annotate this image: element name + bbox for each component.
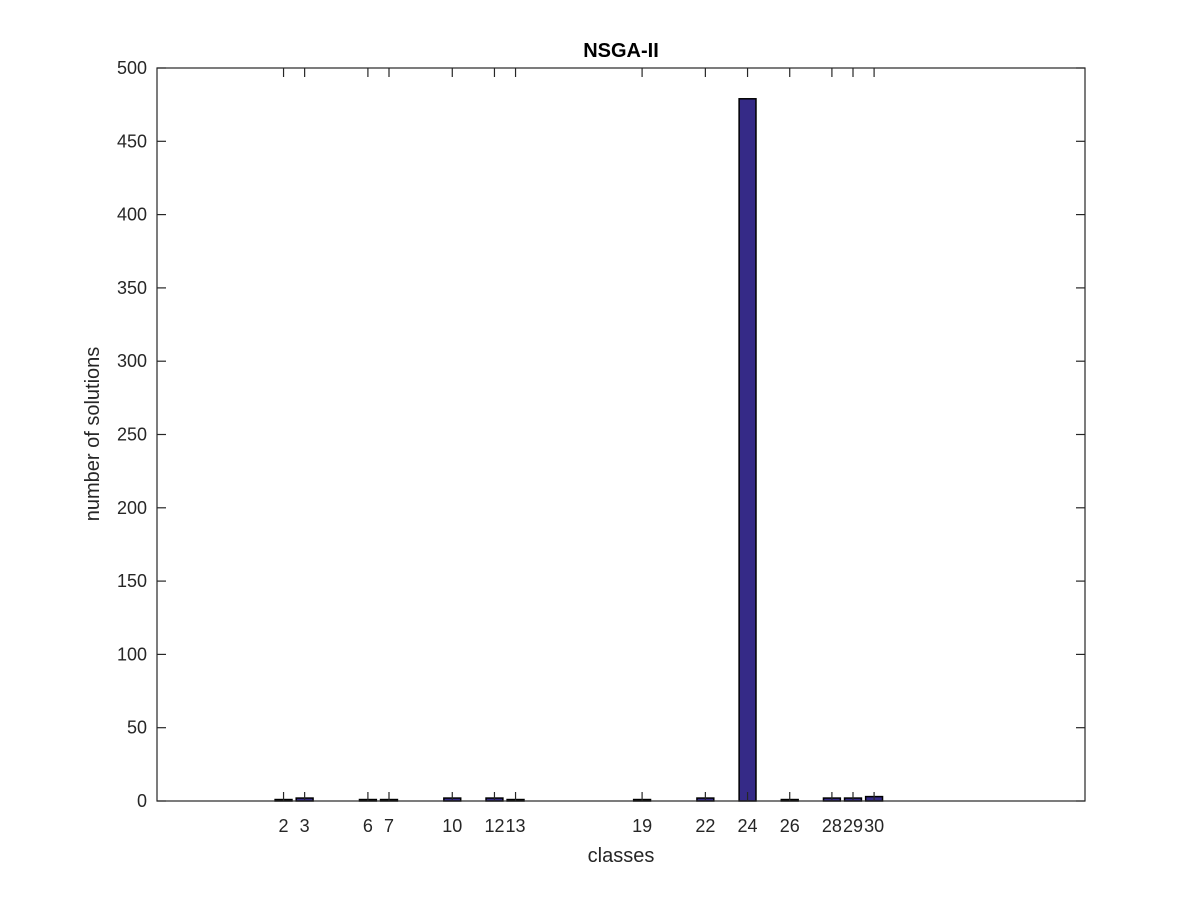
x-tick-label: 10 <box>442 816 462 836</box>
y-tick-label: 350 <box>117 278 147 298</box>
x-tick-label: 19 <box>632 816 652 836</box>
x-tick-label: 29 <box>843 816 863 836</box>
bar-24 <box>738 98 757 802</box>
axes-box <box>156 67 1086 802</box>
y-tick-label: 300 <box>117 351 147 371</box>
y-tick-label: 250 <box>117 425 147 445</box>
x-tick-label: 7 <box>384 816 394 836</box>
y-axis-title: number of solutions <box>82 347 104 522</box>
x-tick-label: 30 <box>864 816 884 836</box>
x-tick-label: 24 <box>738 816 758 836</box>
x-tick-label: 2 <box>279 816 289 836</box>
plot-area <box>157 68 1085 801</box>
x-tick-label: 6 <box>363 816 373 836</box>
y-tick-label: 150 <box>117 571 147 591</box>
y-tick-label: 100 <box>117 644 147 664</box>
x-tick-label: 28 <box>822 816 842 836</box>
x-tick-label: 13 <box>506 816 526 836</box>
y-tick-label: 450 <box>117 131 147 151</box>
x-tick-label: 26 <box>780 816 800 836</box>
x-tick-label: 3 <box>300 816 310 836</box>
ticks-group: 0 50 100 150 200 250 300 350 400 450 500 2 3 6 7 10 12 13… <box>117 58 1085 836</box>
x-axis-title: classes <box>588 845 655 867</box>
y-tick-label: 400 <box>117 205 147 225</box>
y-tick-label: 500 <box>117 58 147 78</box>
x-tick-label: 22 <box>695 816 715 836</box>
chart-title: NSGA-II <box>583 40 659 62</box>
y-tick-label: 200 <box>117 498 147 518</box>
y-tick-label: 0 <box>137 791 147 811</box>
x-tick-label: 12 <box>484 816 504 836</box>
y-tick-label: 50 <box>127 718 147 738</box>
